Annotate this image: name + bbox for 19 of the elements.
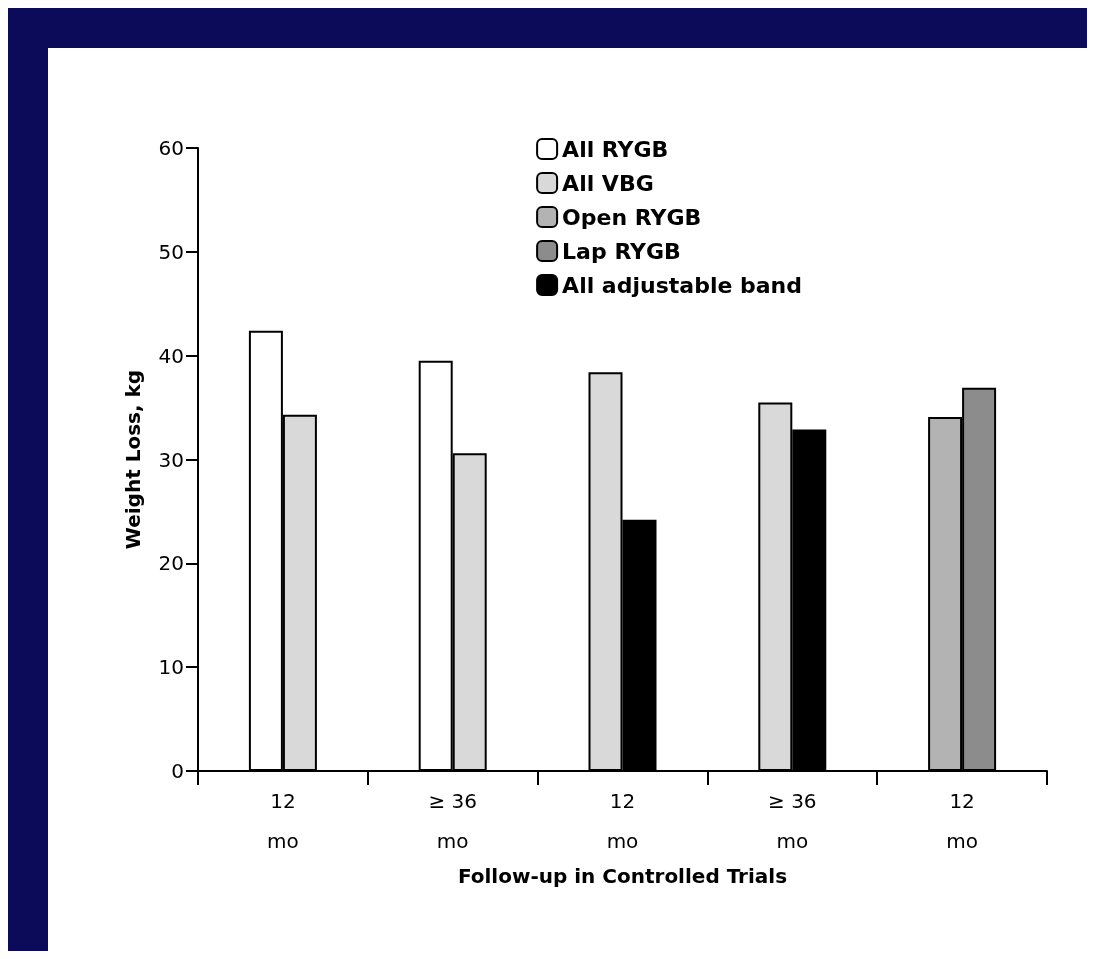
- y-tick-label: 50: [158, 239, 184, 264]
- legend-label: Open RYGB: [562, 204, 702, 230]
- legend-label: Lap RYGB: [562, 238, 681, 264]
- y-tick-label: 60: [158, 136, 184, 160]
- x-tick-label: 12 mo: [267, 789, 299, 853]
- y-tick-label: 10: [158, 655, 184, 680]
- y-tick-label: 0: [171, 759, 184, 783]
- x-axis-title: Follow-up in Controlled Trials: [457, 864, 788, 888]
- x-tick-label: ≥ 36 mo: [768, 789, 817, 853]
- legend-label: All RYGB: [562, 136, 669, 162]
- x-tick-label: ≥ 36 mo: [428, 789, 477, 853]
- x-tick-label: 12 mo: [946, 789, 978, 853]
- y-tick-label: 20: [158, 551, 184, 576]
- y-tick-label: 30: [158, 447, 184, 472]
- legend-label: All VBG: [562, 170, 654, 196]
- y-axis-title: Weight Loss, kg: [121, 369, 145, 550]
- y-tick-label: 40: [158, 343, 184, 368]
- x-tick-label: 12 mo: [606, 789, 639, 853]
- legend-label: All adjustable band: [562, 272, 803, 298]
